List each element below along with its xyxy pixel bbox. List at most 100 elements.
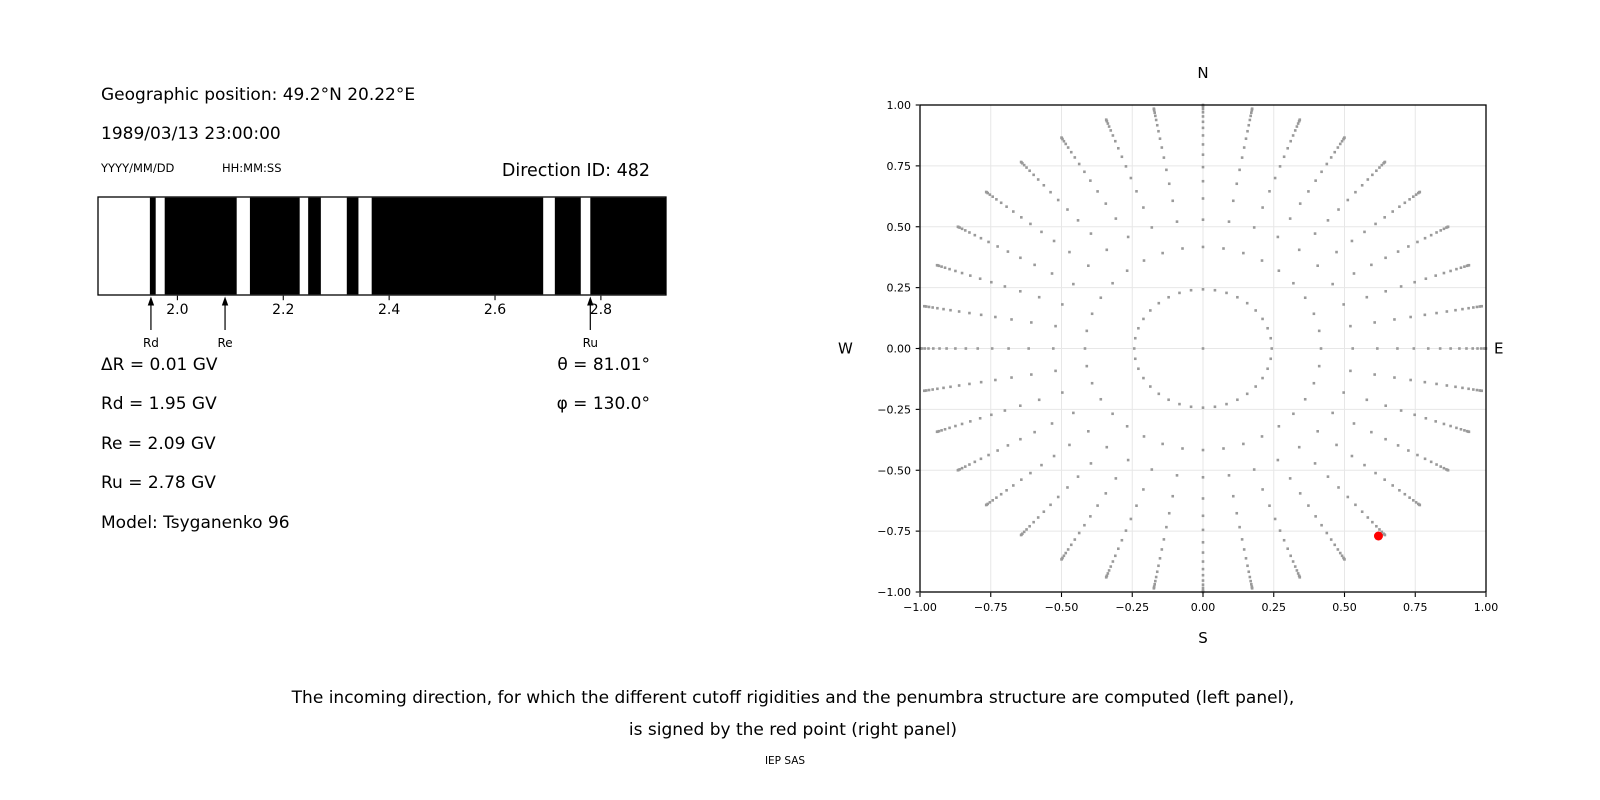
direction-dot (963, 229, 967, 232)
direction-dot (1455, 426, 1458, 430)
direction-dot (957, 310, 961, 313)
direction-dot (1231, 199, 1235, 203)
direction-dot (1201, 514, 1205, 518)
direction-dot (987, 240, 990, 244)
direction-dot (1201, 197, 1205, 200)
direction-dot (1201, 573, 1205, 577)
direction-dot (1350, 454, 1354, 458)
direction-dot (1129, 517, 1133, 521)
direction-dot (1286, 547, 1289, 551)
direction-dot (1391, 484, 1394, 487)
direction-dot (924, 305, 928, 308)
direction-dot (1150, 226, 1154, 229)
caption-line-1: The incoming direction, for which the di… (291, 688, 1295, 708)
direction-dot (1240, 156, 1244, 159)
direction-dot (1104, 118, 1108, 121)
direction-dot (1475, 388, 1479, 392)
direction-dot (954, 347, 957, 350)
direction-dot (1351, 347, 1355, 350)
direction-dot (922, 389, 926, 393)
direction-dot (1242, 251, 1245, 255)
direction-dot (1449, 269, 1452, 273)
direction-dot (1114, 477, 1118, 480)
direction-dot (968, 231, 971, 234)
direction-dot (1006, 250, 1010, 253)
direction-dot (1089, 232, 1093, 235)
direction-dot (1052, 239, 1056, 243)
direction-dot (1298, 202, 1302, 205)
direction-dot (1312, 381, 1316, 385)
direction-dot (1277, 424, 1281, 428)
direction-dot (1298, 576, 1302, 579)
direction-dot (1333, 543, 1337, 547)
direction-dot (1467, 430, 1471, 434)
tick-label: 2.0 (166, 302, 188, 318)
direction-dot (1296, 572, 1300, 575)
direction-dot (1445, 310, 1449, 313)
direction-dot (1371, 173, 1374, 177)
direction-dot (1129, 176, 1133, 180)
direction-dot (1040, 463, 1043, 467)
direction-dot (1238, 168, 1241, 172)
direction-dot (1028, 169, 1031, 173)
direction-dot (1403, 492, 1407, 496)
direction-dot (1181, 447, 1184, 450)
x-tick-label: 0.75 (1403, 601, 1428, 614)
direction-dot (1178, 402, 1181, 406)
direction-dot (1303, 397, 1307, 401)
direction-dot (1352, 272, 1356, 275)
direction-dot (1111, 560, 1115, 563)
direction-dot (1019, 437, 1022, 441)
direction-dot (1396, 250, 1400, 253)
direction-dot (1201, 448, 1205, 452)
direction-dot (1303, 296, 1307, 300)
direction-dot (1042, 510, 1046, 514)
annotation-arrow-head (587, 296, 594, 306)
direction-dot (1342, 303, 1345, 306)
y-tick-label: 0.25 (887, 282, 912, 295)
direction-dot (1073, 156, 1077, 159)
direction-dot (1227, 474, 1231, 477)
direction-dot (979, 236, 983, 240)
direction-dot (1236, 295, 1239, 299)
direction-dot (1085, 329, 1089, 333)
direction-dot (1423, 380, 1427, 384)
direction-dot (1282, 155, 1286, 159)
direction-dot (1125, 424, 1129, 428)
direction-dot (1282, 538, 1286, 542)
direction-dot (923, 347, 927, 350)
direction-dot (1167, 295, 1170, 299)
direction-dot (1273, 176, 1277, 180)
x-tick-label: −0.25 (1115, 601, 1149, 614)
direction-dot (949, 385, 952, 389)
direction-dot (1072, 411, 1075, 415)
direction-dot (996, 245, 999, 248)
direction-dot (1276, 458, 1280, 462)
direction-dot (1454, 385, 1457, 389)
direction-dot (1060, 558, 1063, 561)
annotation-arrow-head (221, 296, 229, 306)
direction-dot (1020, 478, 1023, 481)
direction-dot (988, 193, 992, 196)
penumbra-allowed-band (249, 197, 300, 295)
direction-dot (1273, 517, 1277, 521)
direction-dot (1083, 523, 1086, 527)
direction-dot (1316, 429, 1319, 433)
direction-dot (996, 449, 999, 452)
direction-dot (1213, 288, 1217, 292)
direction-dot (936, 306, 939, 310)
direction-dot (1244, 557, 1248, 560)
direction-dot (1393, 318, 1396, 321)
direction-dot (990, 347, 994, 350)
direction-dot (1062, 554, 1066, 558)
direction-dot (969, 274, 972, 277)
penumbra-allowed-band (164, 197, 237, 295)
direction-dot (1472, 306, 1475, 309)
direction-dot (960, 422, 964, 426)
direction-dot (1235, 511, 1239, 515)
direction-dot (1162, 538, 1166, 541)
direction-dot (1354, 190, 1357, 194)
direction-dot (1383, 216, 1386, 219)
direction-dot (1292, 412, 1295, 416)
center-dot (1201, 347, 1205, 350)
